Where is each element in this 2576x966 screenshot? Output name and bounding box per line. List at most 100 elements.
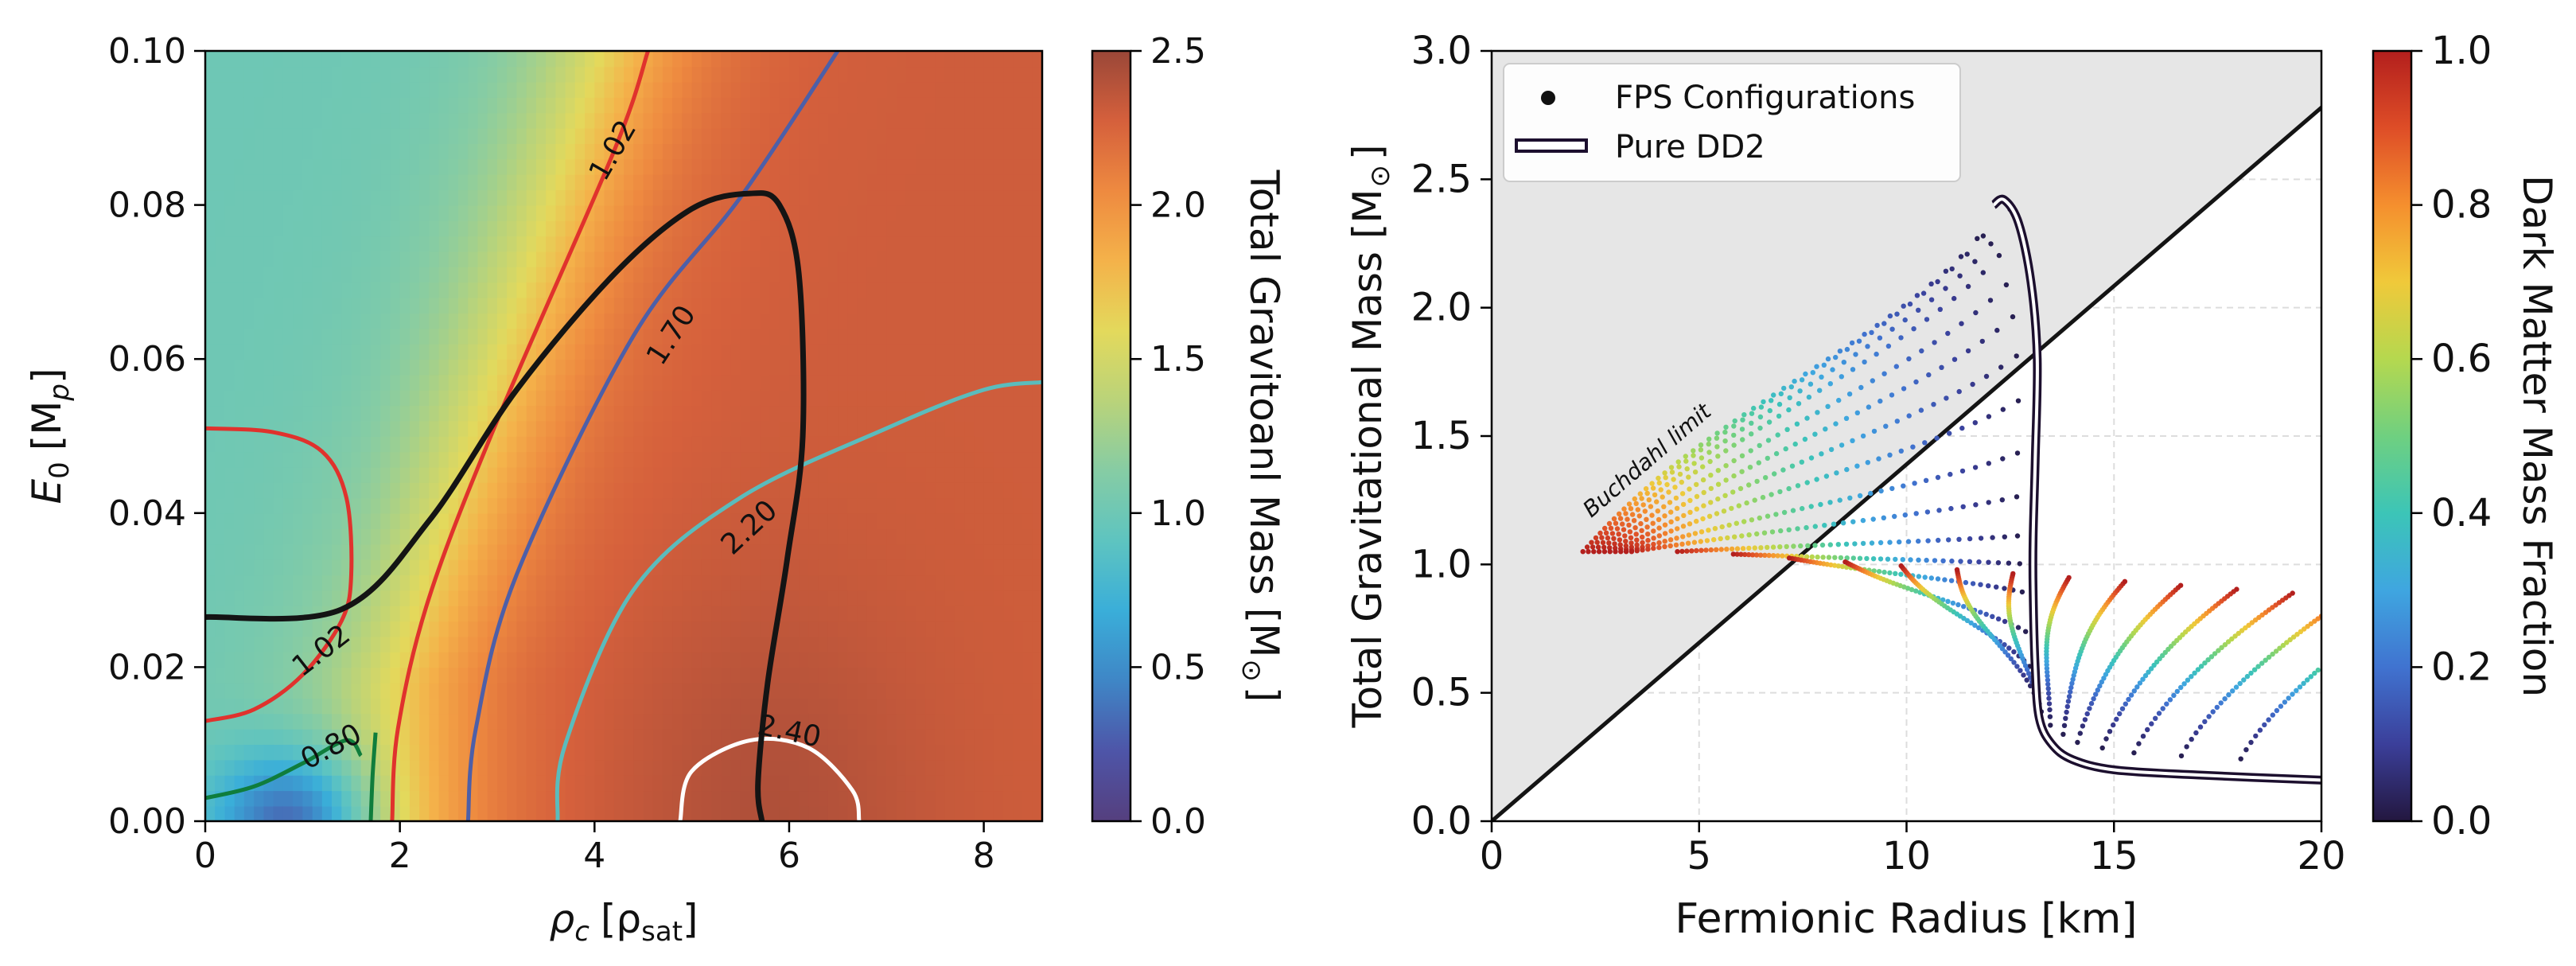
heatmap-cell (263, 805, 274, 821)
fps-point (1887, 539, 1893, 545)
heatmap-cell (1022, 251, 1033, 267)
heatmap-cell (565, 143, 576, 160)
heatmap-cell (409, 389, 420, 407)
heatmap-cell (468, 374, 479, 391)
heatmap-cell (243, 559, 255, 576)
heatmap-cell (935, 667, 946, 684)
heatmap-cell (691, 575, 702, 591)
heatmap-cell (604, 282, 615, 298)
heatmap-cell (808, 682, 819, 699)
heatmap-cell (516, 328, 527, 345)
heatmap-cell (964, 282, 975, 298)
heatmap-cell (293, 359, 304, 376)
heatmap-cell (682, 328, 693, 345)
heatmap-cell (877, 636, 887, 652)
heatmap-cell (652, 744, 663, 761)
heatmap-cell (341, 158, 352, 175)
heatmap-cell (574, 389, 586, 407)
heatmap-cell (341, 313, 352, 329)
heatmap-cell (507, 482, 518, 499)
heatmap-cell (507, 652, 518, 668)
heatmap-cell (944, 204, 955, 221)
fps-point (1827, 500, 1833, 505)
heatmap-cell (565, 51, 576, 68)
heatmap-cell (574, 343, 586, 360)
fps-point (1799, 459, 1804, 465)
heatmap-cell (808, 343, 819, 360)
fps-point (1986, 500, 1991, 505)
heatmap-cell (789, 297, 800, 314)
heatmap-cell (886, 790, 897, 807)
fps-point (1949, 266, 1955, 272)
heatmap-cell (341, 204, 352, 221)
heatmap-cell (468, 667, 479, 684)
heatmap-cell (750, 682, 761, 699)
heatmap-cell (312, 559, 323, 576)
heatmap-cell (1022, 512, 1033, 529)
fps-point (1723, 477, 1729, 483)
heatmap-cell (487, 543, 498, 560)
heatmap-cell (769, 528, 780, 545)
heatmap-cell (604, 543, 615, 560)
heatmap-cell (585, 713, 596, 730)
heatmap-cell (682, 127, 693, 144)
heatmap-cell (526, 51, 537, 68)
fps-configurations (1580, 197, 2321, 780)
heatmap-cell (624, 482, 634, 499)
heatmap-cell (604, 251, 615, 267)
fps-point (1628, 540, 1634, 546)
heatmap-cell (351, 636, 362, 652)
heatmap-cell (555, 112, 566, 129)
fps-point (1836, 397, 1842, 403)
heatmap-cell (993, 575, 1004, 591)
fps-point (1643, 486, 1649, 492)
heatmap-cell (983, 559, 994, 576)
heatmap-cell (477, 112, 488, 129)
heatmap-cell (546, 220, 557, 237)
heatmap-cell (711, 143, 722, 160)
heatmap-cell (448, 204, 459, 221)
heatmap-cell (760, 389, 771, 407)
fps-point (1633, 532, 1639, 537)
heatmap-cell (282, 805, 294, 821)
heatmap-cell (371, 482, 381, 499)
heatmap-cell (360, 97, 372, 114)
heatmap-cell (916, 575, 926, 591)
heatmap-cell (1032, 621, 1042, 637)
heatmap-cell (419, 51, 430, 68)
heatmap-cell (769, 698, 780, 715)
heatmap-cell (448, 251, 459, 267)
heatmap-cell (321, 204, 333, 221)
heatmap-cell (351, 621, 362, 637)
heatmap-cell (896, 528, 907, 545)
heatmap-cell (516, 297, 527, 314)
heatmap-cell (282, 744, 294, 761)
heatmap-cell (429, 420, 440, 437)
fps-point (1849, 340, 1855, 346)
heatmap-cell (750, 575, 761, 591)
heatmap-cell (740, 759, 751, 776)
heatmap-cell (380, 744, 391, 761)
heatmap-cell (546, 744, 557, 761)
heatmap-cell (497, 774, 508, 792)
heatmap-cell (243, 497, 255, 514)
heatmap-cell (866, 297, 877, 314)
heatmap-cell (399, 451, 411, 468)
heatmap-cell (497, 66, 508, 83)
heatmap-cell (954, 790, 965, 807)
heatmap-cell (215, 436, 226, 453)
heatmap-cell (905, 436, 916, 453)
heatmap-cell (429, 621, 440, 637)
heatmap-cell (409, 51, 420, 68)
heatmap-cell (273, 51, 284, 68)
fps-point (1661, 504, 1667, 509)
heatmap-cell (983, 158, 994, 175)
heatmap-cell (633, 621, 644, 637)
heatmap-cell (818, 236, 829, 252)
heatmap-cell (672, 220, 683, 237)
heatmap-cell (380, 543, 391, 560)
heatmap-cell (633, 97, 644, 114)
heatmap-cell (877, 236, 887, 252)
heatmap-cell (516, 636, 527, 652)
heatmap-cell (779, 173, 790, 191)
